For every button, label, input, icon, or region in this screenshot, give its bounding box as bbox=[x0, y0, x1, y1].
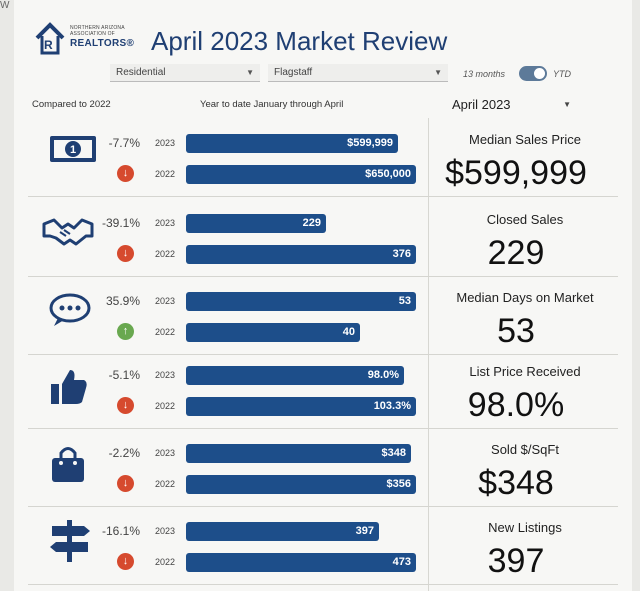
handshake-icon bbox=[42, 214, 94, 253]
arrow-down-icon: ↓ bbox=[117, 553, 134, 570]
change-percent: -39.1% bbox=[101, 216, 140, 230]
svg-text:1: 1 bbox=[70, 144, 76, 156]
month-select[interactable]: April 2023 ▼ bbox=[452, 97, 577, 112]
metric-value: 98.0% bbox=[467, 386, 565, 424]
bar-previous: $650,000 bbox=[186, 165, 416, 184]
city-value: Flagstaff bbox=[274, 67, 313, 78]
year-label: 2023 bbox=[155, 370, 176, 380]
logo-big-text: REALTORS® bbox=[70, 38, 135, 49]
bar-current: $348 bbox=[186, 444, 411, 463]
arrow-down-icon: ↓ bbox=[117, 165, 134, 182]
metric-label: List Price Received bbox=[469, 364, 581, 379]
year-label: 2022 bbox=[155, 169, 176, 179]
bar-current: $599,999 bbox=[186, 134, 398, 153]
chevron-down-icon: ▼ bbox=[563, 100, 571, 109]
house-logo-icon: R bbox=[35, 22, 65, 55]
property-type-value: Residential bbox=[116, 67, 166, 78]
metric-label: Median Sales Price bbox=[469, 132, 581, 147]
bar-current: 98.0% bbox=[186, 366, 404, 385]
signpost-icon bbox=[48, 518, 92, 569]
month-select-value: April 2023 bbox=[452, 97, 511, 112]
row-divider bbox=[28, 506, 618, 507]
arrow-down-icon: ↓ bbox=[117, 245, 134, 262]
year-label: 2023 bbox=[155, 296, 176, 306]
arrow-up-icon: ↑ bbox=[117, 323, 134, 340]
bar-previous: 103.3% bbox=[186, 397, 416, 416]
metric-value: $599,999 bbox=[445, 154, 587, 192]
shopping-bag-icon bbox=[48, 444, 88, 489]
metric-label: Sold $/SqFt bbox=[491, 442, 559, 457]
year-label: 2023 bbox=[155, 448, 176, 458]
metric-row: -16.1% ↓ 2023 2022 397 473 New Listings … bbox=[14, 506, 632, 585]
compared-to-header: Compared to 2022 bbox=[32, 99, 111, 110]
year-label: 2022 bbox=[155, 249, 176, 259]
year-label: 2022 bbox=[155, 557, 176, 567]
row-divider bbox=[28, 276, 618, 277]
row-divider bbox=[28, 196, 618, 197]
bar-previous: 376 bbox=[186, 245, 416, 264]
row-divider bbox=[28, 428, 618, 429]
thumbs-up-icon bbox=[48, 366, 90, 413]
dashboard: R NORTHERN ARIZONA ASSOCIATION OF REALTO… bbox=[14, 0, 632, 591]
metric-value: 397 bbox=[487, 542, 545, 580]
metric-value: 229 bbox=[487, 234, 545, 272]
metric-label: Closed Sales bbox=[486, 212, 564, 227]
logo-small-text: NORTHERN ARIZONA ASSOCIATION OF bbox=[70, 25, 125, 37]
metric-label: Median Days on Market bbox=[456, 290, 594, 305]
corner-text: W bbox=[0, 0, 10, 11]
bar-current: 397 bbox=[186, 522, 379, 541]
ytd-toggle[interactable] bbox=[519, 66, 547, 81]
bar-current: 53 bbox=[186, 292, 416, 311]
year-label: 2022 bbox=[155, 327, 176, 337]
bar-previous: 473 bbox=[186, 553, 416, 572]
chevron-down-icon: ▼ bbox=[246, 68, 254, 77]
money-icon: 1 bbox=[48, 134, 98, 169]
year-label: 2023 bbox=[155, 526, 176, 536]
change-percent: -7.7% bbox=[108, 136, 140, 150]
svg-text:R: R bbox=[44, 38, 53, 52]
property-type-select[interactable]: Residential ▼ bbox=[110, 64, 260, 82]
bar-previous: $356 bbox=[186, 475, 416, 494]
change-percent: 35.9% bbox=[105, 294, 140, 308]
bar-current: 229 bbox=[186, 214, 326, 233]
metric-row: 1 -7.7% ↓ 2023 2022 $599,999 $650,000 Me… bbox=[14, 118, 632, 197]
arrow-down-icon: ↓ bbox=[117, 397, 134, 414]
row-divider bbox=[28, 584, 618, 585]
ytd-header: Year to date January through April bbox=[200, 99, 344, 110]
row-divider bbox=[28, 354, 618, 355]
bar-previous: 40 bbox=[186, 323, 360, 342]
metric-row: -5.1% ↓ 2023 2022 98.0% 103.3% List Pric… bbox=[14, 350, 632, 429]
realtors-logo: R NORTHERN ARIZONA ASSOCIATION OF REALTO… bbox=[34, 22, 134, 62]
toggle-right-label: YTD bbox=[553, 69, 571, 79]
city-select[interactable]: Flagstaff ▼ bbox=[268, 64, 448, 82]
page-title: April 2023 Market Review bbox=[151, 26, 448, 56]
metric-row: -2.2% ↓ 2023 2022 $348 $356 Sold $/SqFt … bbox=[14, 428, 632, 507]
arrow-down-icon: ↓ bbox=[117, 475, 134, 492]
year-label: 2023 bbox=[155, 218, 176, 228]
change-percent: -16.1% bbox=[101, 524, 140, 538]
metric-row: -39.1% ↓ 2023 2022 229 376 Closed Sales … bbox=[14, 198, 632, 277]
metric-label: New Listings bbox=[488, 520, 562, 535]
chat-bubble-icon bbox=[48, 292, 92, 333]
metric-row: 35.9% ↑ 2023 2022 53 40 Median Days on M… bbox=[14, 276, 632, 355]
year-label: 2022 bbox=[155, 479, 176, 489]
metric-value: 53 bbox=[497, 312, 535, 350]
toggle-left-label: 13 months bbox=[463, 69, 506, 79]
change-percent: -2.2% bbox=[108, 446, 140, 460]
toggle-knob bbox=[534, 68, 545, 79]
metric-value: $348 bbox=[478, 464, 554, 502]
change-percent: -5.1% bbox=[108, 368, 140, 382]
chevron-down-icon: ▼ bbox=[434, 68, 442, 77]
year-label: 2022 bbox=[155, 401, 176, 411]
year-label: 2023 bbox=[155, 138, 176, 148]
